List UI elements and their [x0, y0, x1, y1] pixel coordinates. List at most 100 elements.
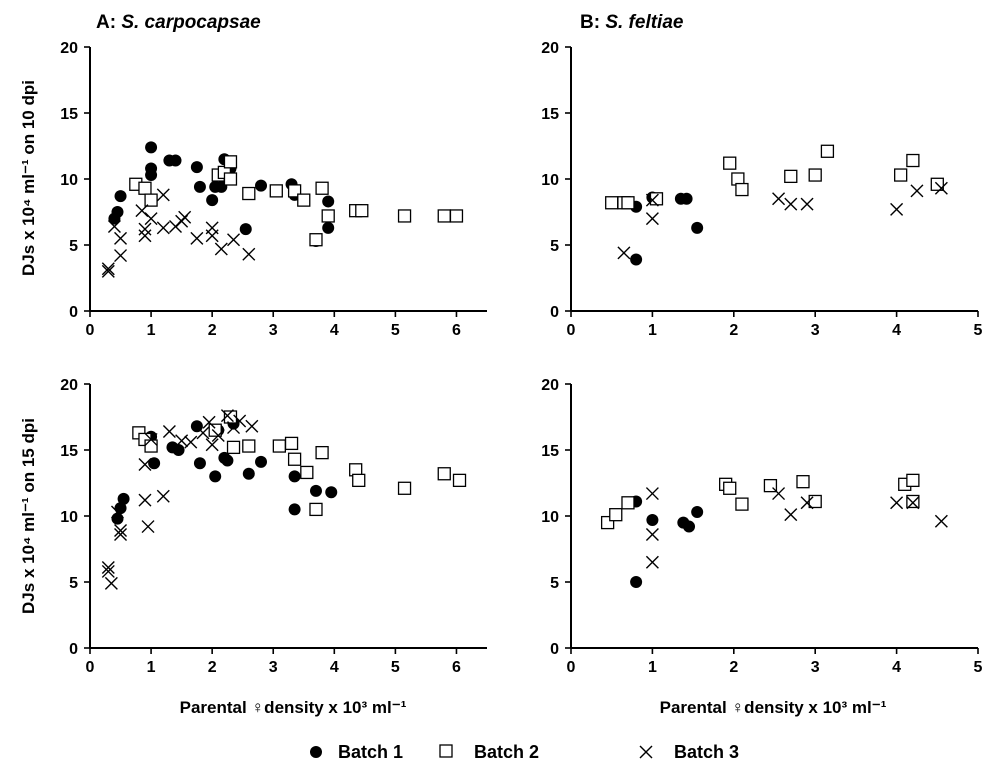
batch2-point: [144, 439, 158, 453]
legend-batch1-marker: [310, 746, 322, 758]
batch3-point: [784, 508, 798, 522]
batch1-point: [111, 206, 124, 218]
batch3-point: [211, 428, 225, 442]
legend-batch2-label: Batch 2: [474, 742, 539, 762]
batch2-point: [223, 172, 238, 186]
batch1-point: [114, 190, 127, 203]
batch1-point: [111, 512, 124, 525]
x-tick-label: 1: [648, 659, 657, 676]
batch3-point: [906, 496, 920, 510]
legend: Batch 1 Batch 2 Batch 3: [310, 742, 739, 762]
panel-a-species: S. carpocapsae: [121, 12, 261, 33]
batch2-point: [352, 473, 366, 488]
y-tick-label: 20: [541, 377, 559, 394]
x-axis-label-right: Parental ♀density x 10³ ml⁻¹: [660, 698, 887, 717]
batch3-point: [205, 438, 219, 452]
batch1-point: [193, 180, 206, 193]
x-tick-label: 0: [86, 322, 95, 339]
batch1-point: [242, 467, 255, 480]
batch3-point: [156, 188, 170, 202]
batch3-point: [144, 212, 158, 226]
batch2-point: [309, 502, 323, 517]
batch3-point: [101, 262, 115, 276]
batch2-point: [397, 481, 412, 495]
panel-a-10dpi: 0 5 10 15 20 0 1 2 3 4 5 6: [60, 40, 487, 339]
batch2-point: [621, 196, 635, 210]
x-tick-label: 3: [269, 659, 278, 676]
batch1-point: [325, 486, 338, 499]
x-tick-label: 1: [648, 322, 657, 339]
batch2-point: [808, 494, 822, 509]
batch2-point: [315, 445, 329, 460]
x-tick-label: 3: [269, 322, 278, 339]
batch3-point: [114, 527, 128, 541]
batch3-point: [645, 212, 659, 226]
batch2-point: [621, 496, 635, 510]
batch2-point: [226, 440, 241, 455]
x-axis-label-left: Parental ♀density x 10³ ml⁻¹: [180, 698, 407, 717]
batch2-point: [735, 182, 749, 197]
batch3-point: [645, 193, 659, 207]
x-tick-label: 2: [208, 322, 217, 339]
y-tick-label: 5: [69, 238, 78, 255]
batch3-point: [800, 496, 814, 510]
batch2-point: [284, 436, 299, 451]
x-tick-label: 1: [147, 659, 156, 676]
batch2-point: [309, 233, 323, 247]
batch3-point: [156, 489, 170, 503]
batch1-point: [255, 455, 268, 468]
batch3-point: [110, 505, 124, 519]
batch2-point: [820, 144, 835, 158]
panel-b-15dpi: 0 5 10 15 20 0 1 2 3 4 5: [541, 377, 982, 676]
batch3-point: [220, 409, 234, 423]
batch1-point: [630, 576, 643, 588]
batch3-point: [184, 435, 198, 449]
batch3-point: [784, 197, 798, 211]
batch3-point: [645, 555, 659, 569]
batch3-point: [101, 560, 115, 574]
y-tick-label: 10: [60, 509, 78, 526]
batch3-point: [162, 425, 176, 439]
legend-batch2-marker: [439, 744, 453, 758]
y-tick-label: 0: [69, 304, 78, 321]
batch3-point: [101, 264, 115, 278]
batch1-point: [255, 179, 268, 192]
batch2-point: [355, 204, 369, 218]
batch3-point: [138, 458, 152, 472]
batch3-point: [101, 564, 115, 578]
batch3-point: [190, 231, 204, 245]
batch2-point: [605, 196, 619, 210]
x-tick-label: 6: [452, 659, 461, 676]
batch2-point: [272, 439, 286, 453]
y-tick-label: 10: [60, 172, 78, 189]
batch1-point: [322, 195, 335, 208]
y-tick-label: 20: [60, 40, 78, 57]
panel-b-species: S. feltiae: [605, 12, 684, 33]
batch3-point: [772, 192, 786, 206]
batch2-point: [242, 186, 256, 201]
batch1-point: [145, 141, 158, 154]
batch3-point: [890, 496, 904, 510]
batch3-point: [205, 229, 219, 243]
batch2-point: [906, 473, 920, 488]
batch2-point: [649, 192, 664, 206]
batch3-point: [144, 432, 158, 446]
x-tick-label: 2: [729, 659, 738, 676]
batch3-point: [196, 426, 210, 440]
batch2-point: [208, 423, 222, 437]
panel-a-15dpi: 0 5 10 15 20 0 1 2 3 4 5 6: [60, 377, 487, 676]
legend-batch3-marker: [639, 745, 653, 759]
batch3-point: [227, 233, 241, 247]
batch2-point: [138, 181, 152, 195]
batch3-point: [178, 210, 192, 224]
batch3-point: [233, 414, 247, 428]
y-tick-label: 5: [550, 575, 559, 592]
batch2-point: [735, 497, 749, 511]
x-tick-label: 4: [330, 659, 339, 676]
batch2-point: [144, 193, 158, 207]
batch1-point: [691, 506, 704, 519]
panel-a-prefix: A:: [96, 12, 121, 33]
batch3-point: [141, 520, 155, 534]
batch3-point: [138, 493, 152, 507]
x-tick-label: 1: [147, 322, 156, 339]
